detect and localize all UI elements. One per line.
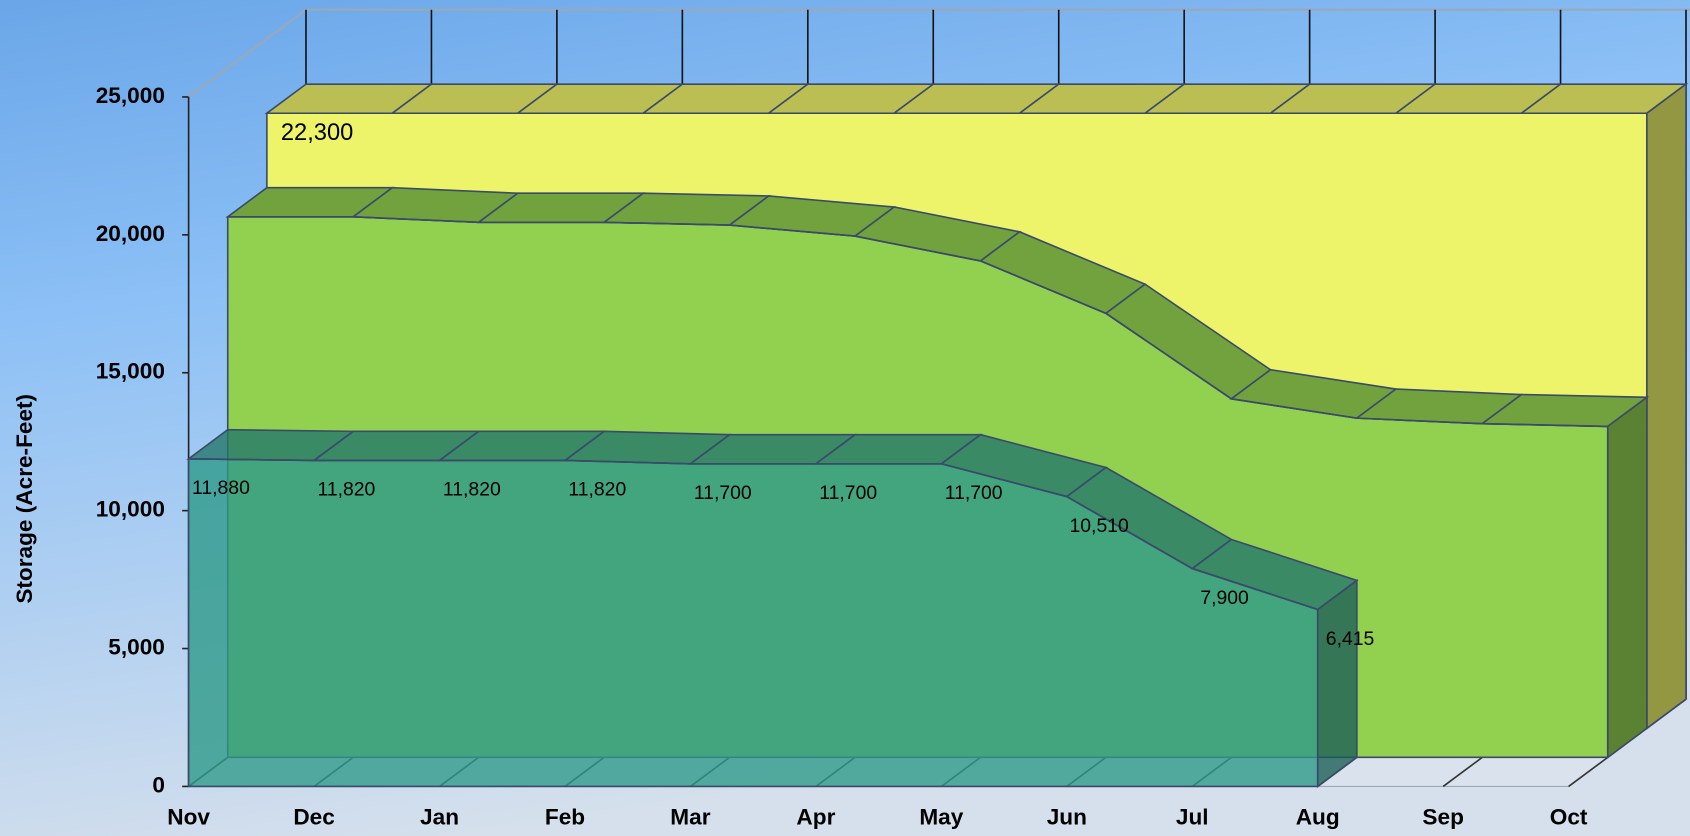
area-side (1316, 578, 1358, 789)
x-tick-label: Jul (1176, 805, 1209, 830)
y-tick-label: 15,000 (96, 359, 165, 384)
y-tick-label: 20,000 (96, 221, 165, 246)
x-tick-label: Apr (796, 805, 835, 830)
data-label: 11,700 (694, 482, 752, 504)
area-side (1646, 82, 1687, 730)
data-label: 6,415 (1326, 628, 1375, 650)
y-tick-label: 5,000 (108, 635, 165, 660)
area-line (227, 215, 1608, 428)
x-tick-label: Feb (545, 805, 585, 830)
plot: Storage (Acre-Feet) Nov Dec Jan Feb Mar Apr Ma… (12, 8, 1690, 830)
x-tick-label: Mar (670, 805, 710, 830)
data-label: 11,820 (568, 479, 626, 501)
x-tick-label: Oct (1550, 805, 1588, 830)
data-label: 7,900 (1200, 587, 1249, 609)
data-label: 11,700 (945, 482, 1003, 504)
x-tick-label: May (919, 805, 963, 830)
data-label: 11,700 (819, 482, 877, 504)
y-tick-label: 25,000 (96, 83, 165, 108)
data-label: 22,300 (281, 120, 353, 146)
data-label: 11,880 (192, 477, 250, 499)
data-label: 11,820 (443, 479, 501, 501)
area-side (1606, 395, 1648, 759)
x-tick-label: Nov (167, 805, 210, 830)
y-axis-label: Storage (Acre-Feet) (12, 394, 37, 604)
y-tick-label: 0 (152, 772, 165, 797)
data-label: 11,820 (317, 479, 375, 501)
x-tick-label: Aug (1296, 805, 1340, 830)
wall-edge (187, 8, 307, 98)
area-line (188, 457, 1318, 611)
data-label: 10,510 (1070, 515, 1129, 537)
x-tick-label: Sep (1422, 805, 1463, 830)
x-tick-label: Dec (293, 805, 334, 830)
x-tick-label: Jan (420, 805, 459, 830)
x-tick-label: Jun (1047, 805, 1087, 830)
y-tick-label: 10,000 (96, 497, 165, 522)
